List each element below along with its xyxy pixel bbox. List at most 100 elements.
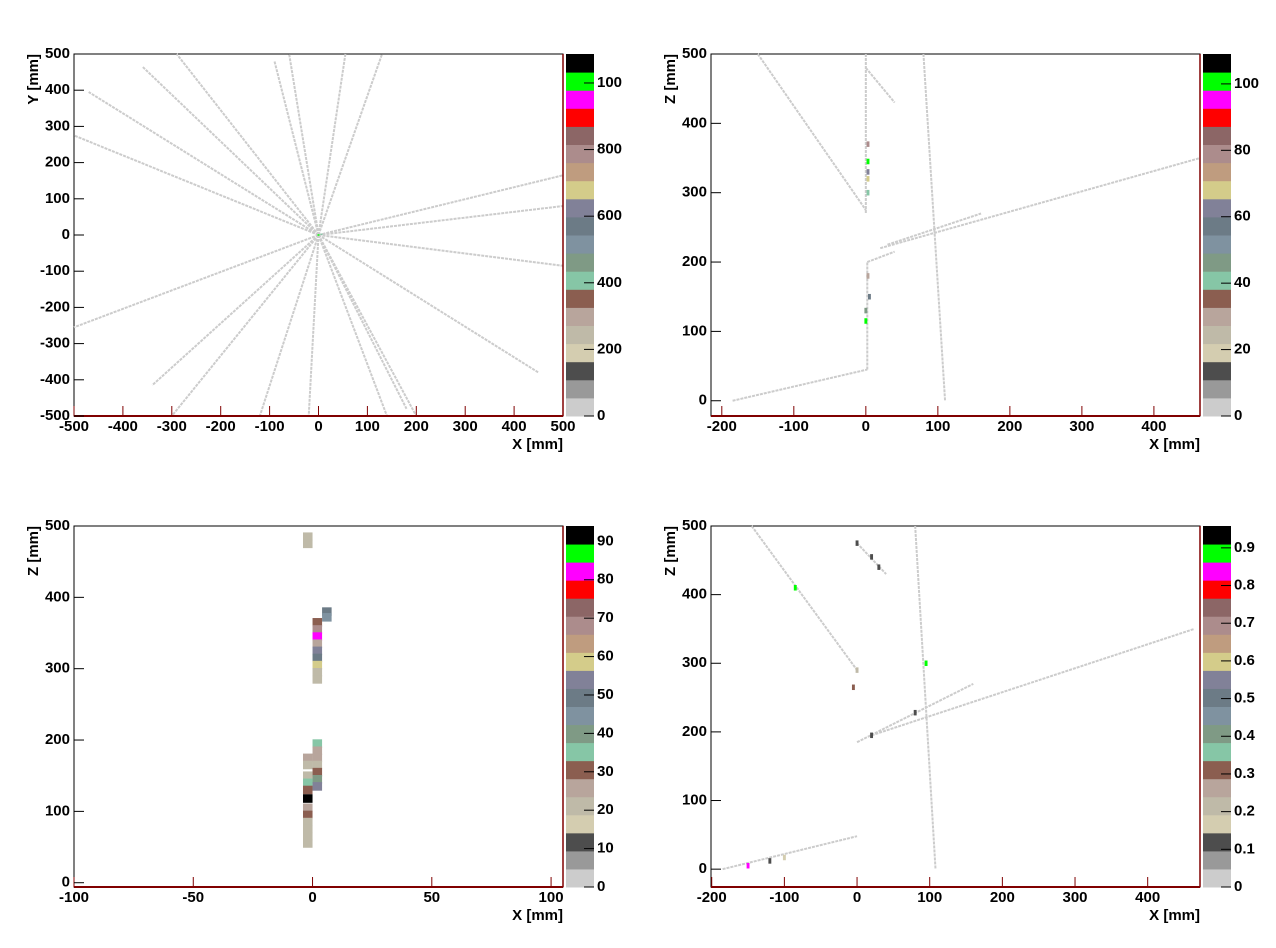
palette-box: [1203, 198, 1231, 218]
hit-bin: [877, 564, 881, 570]
x-tick-label: 200: [997, 418, 1022, 435]
palette-box: [566, 688, 594, 707]
hit-bin: [864, 318, 868, 324]
z-tick-label: 800: [597, 141, 622, 158]
z-tick-label: 80: [597, 571, 614, 588]
z-tick-label: 60: [1234, 208, 1251, 225]
track: [288, 53, 320, 236]
palette-box: [1203, 361, 1231, 381]
x-axis-title: X [mm]: [1149, 436, 1200, 453]
palette-box: [1203, 778, 1231, 798]
hit-bin: [793, 585, 797, 591]
palette-box: [1203, 688, 1231, 707]
track: [317, 234, 408, 410]
track: [307, 234, 320, 417]
track: [171, 234, 320, 417]
x-tick-label: 400: [1141, 418, 1166, 435]
track: [722, 835, 858, 871]
hit-bin: [302, 785, 313, 795]
z-tick-label: 0.3: [1234, 765, 1255, 782]
palette-box: [1203, 325, 1231, 345]
y-tick-label: -100: [40, 262, 70, 279]
z-tick-label: 90: [597, 532, 614, 549]
z-tick-label: 10: [597, 840, 614, 857]
palette-box: [566, 180, 594, 200]
hit-bin: [322, 607, 332, 616]
hit-bin: [851, 684, 855, 691]
x-tick-label: -100: [59, 889, 89, 906]
z-tick-label: 40: [1234, 274, 1251, 291]
hit-bin: [866, 158, 870, 165]
palette-box: [566, 670, 594, 689]
z-tick-label: 0: [1234, 878, 1242, 895]
z-tick-label: 0.9: [1234, 539, 1255, 556]
hit-bin: [866, 169, 870, 175]
track: [73, 234, 319, 329]
hit-bin: [855, 667, 859, 673]
hit-bin: [866, 176, 870, 182]
hit-bin: [312, 646, 323, 656]
hit-bin: [855, 540, 859, 546]
z-tick-label: 0.7: [1234, 614, 1255, 631]
y-tick-label: 200: [45, 731, 70, 748]
y-tick-label: 200: [682, 253, 707, 270]
z-tick-label: 0.8: [1234, 577, 1255, 594]
z-tick-label: 50: [597, 686, 614, 703]
hit-bin: [312, 767, 323, 777]
palette-box: [566, 90, 594, 109]
palette-box: [1203, 271, 1231, 290]
palette-box: [1203, 832, 1231, 852]
y-tick-label: -200: [40, 298, 70, 315]
hit-bin: [312, 675, 323, 684]
x-tick-label: 0: [853, 889, 861, 906]
palette-box: [566, 343, 594, 363]
palette-box: [1203, 598, 1231, 617]
palette-box: [566, 361, 594, 381]
y-tick-label: -400: [40, 371, 70, 388]
plot-frame: [710, 525, 1201, 888]
palette-box: [1203, 850, 1231, 870]
y-tick-label: 500: [45, 517, 70, 534]
x-tick-label: 300: [453, 418, 478, 435]
z-tick-label: 0: [597, 407, 605, 424]
hit-bin: [768, 858, 772, 864]
palette-box: [1203, 760, 1231, 780]
z-tick-label: 0.1: [1234, 840, 1255, 857]
z-tick-label: 80: [1234, 141, 1251, 158]
x-tick-label: -200: [697, 889, 727, 906]
hit-bin: [302, 753, 313, 763]
palette-box: [566, 868, 594, 888]
hit-bin: [312, 782, 323, 791]
palette-box: [566, 271, 594, 290]
palette-box: [566, 379, 594, 399]
palette-box: [1203, 216, 1231, 236]
palette-box: [1203, 652, 1231, 671]
x-tick-label: 100: [917, 889, 942, 906]
track: [914, 525, 937, 870]
palette-box: [1203, 289, 1231, 308]
y-tick-label: 500: [682, 45, 707, 62]
z-tick-label: 70: [597, 609, 614, 626]
palette-box: [566, 796, 594, 816]
palette-box: [566, 778, 594, 798]
z-tick-label: 0: [597, 878, 605, 895]
palette-box: [1203, 126, 1231, 145]
palette-box: [566, 126, 594, 145]
plot-frame: [710, 53, 1201, 417]
x-tick-label: 100: [539, 889, 564, 906]
palette-box: [1203, 54, 1231, 73]
hit-bin: [320, 233, 323, 235]
palette-box: [1203, 343, 1231, 363]
palette-box: [566, 580, 594, 599]
palette-box: [566, 216, 594, 236]
track: [871, 627, 1195, 737]
palette-box: [566, 289, 594, 308]
palette-box: [566, 144, 594, 164]
z-tick-label: 100: [1234, 75, 1259, 92]
y-tick-label: 400: [45, 81, 70, 98]
hit-bin: [302, 817, 313, 827]
palette-box: [566, 724, 594, 744]
palette-box: [566, 562, 594, 581]
hit-bin: [782, 854, 786, 861]
